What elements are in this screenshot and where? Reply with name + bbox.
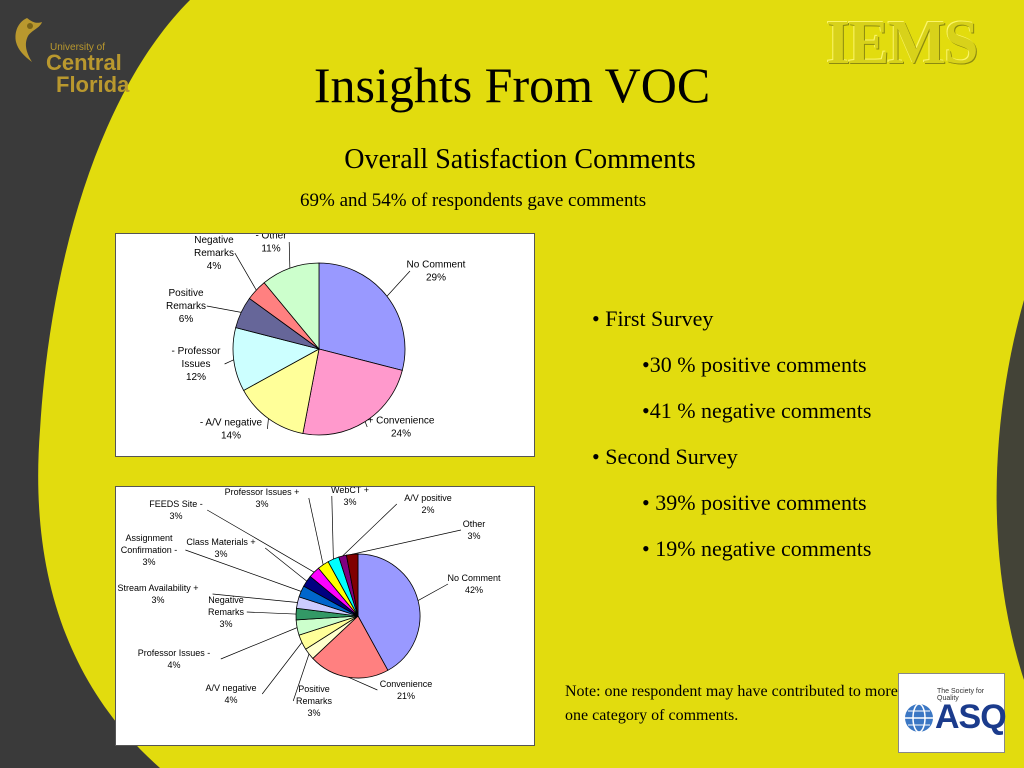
asq-tagline: The Society for Quality [937,688,985,702]
pie-slice-2-1 [357,553,421,671]
slice-label-2-9: Class Materials +3% [186,537,255,559]
leader-line-1-4 [224,359,234,365]
leader-line-2-13 [342,503,398,557]
slice-label-1-3: - A/V negative 14% [200,418,263,442]
logo-line-2: Central [46,50,122,75]
leader-line-2-6 [246,611,297,615]
leader-line-2-7 [212,593,298,603]
second-survey-positive: • 39% positive comments [642,490,867,515]
leader-line-2-10 [207,509,315,573]
leader-line-2-4 [261,642,303,695]
slice-label-2-7: Stream Availability +3% [117,583,198,605]
leader-line-2-9 [264,547,307,582]
slice-label-2-11: Professor Issues +3% [225,487,300,509]
first-survey-heading: • First Survey [592,306,714,331]
pie-slice-1-1 [318,262,406,371]
slice-label-2-14: Other 3% [463,519,486,541]
slice-label-2-2: Convenience 21% [380,679,433,701]
leader-line-2-3 [292,653,310,702]
first-survey-negative: •41 % negative comments [642,398,872,423]
slice-label-2-4: A/V negative 4% [205,683,256,705]
logo-line-1: University of [50,42,106,53]
pie-chart-second-survey-svg: No Comment 42% Convenience 21% Positive Remar… [117,485,501,718]
pie-chart-first-survey-svg: No Comment 29% + Convenience 24% - A/V negat… [166,231,466,442]
page-title: Insights From VOC [313,57,711,113]
slice-label-2-8: Assignment Confirmation -3% [121,533,178,567]
slice-label-1-7: - Other 11% [255,234,287,255]
leader-line-2-14 [352,529,462,555]
leader-line-2-8 [185,549,302,592]
leader-line-1-5 [206,305,242,313]
slice-label-2-1: No Comment 42% [447,573,501,595]
second-survey-heading: • Second Survey [592,444,738,469]
respondents-note: 69% and 54% of respondents gave comments [300,190,647,211]
leader-line-1-7 [288,241,291,269]
logo-line-3: Florida [56,72,130,97]
footnote: Note: one respondent may have contribute… [565,683,930,724]
slice-label-2-6: Negative Remarks 3% [208,595,245,629]
globe-icon [905,703,933,733]
slice-label-1-4: - Professor Issues 12% [172,346,222,383]
iems-logo: IEMS [826,9,978,77]
ucf-logo: University of Central Florida [10,14,140,97]
leader-line-1-3 [267,418,269,430]
asq-name: ASQ [935,698,1007,736]
slice-label-2-13: A/V positive 2% [404,493,452,515]
leader-line-1-6 [234,252,257,291]
leader-line-2-5 [220,627,298,660]
pie-slice-2-14 [345,553,359,617]
slice-label-1-5: Positive Remarks 6% [166,288,206,325]
slice-label-1-2: + Convenience 24% [368,416,435,440]
leader-line-2-1 [417,583,449,601]
pie-slice-2-2 [312,615,389,679]
pie-chart-first-survey: No Comment 29% + Convenience 24% - A/V negat… [115,231,535,457]
leader-line-1-2 [364,421,368,428]
pie-slice-1-4 [232,327,321,391]
slice-label-1-6: Negative Remarks 4% [194,235,234,272]
pie-chart-second-survey: No Comment 42% Convenience 21% Positive Remar… [115,485,535,746]
leader-line-1-1 [386,270,411,297]
page-subtitle: Overall Satisfaction Comments [344,144,696,175]
slice-label-2-12: WebCT +3% [331,487,369,507]
leader-line-2-11 [308,497,324,565]
first-survey-positive: •30 % positive comments [642,352,867,377]
pie-slice-1-7 [263,262,320,351]
survey-bullets: • First Survey •30 % positive comments •… [592,296,871,572]
leader-line-2-2 [348,676,378,691]
slice-label-2-10: FEEDS Site -3% [149,499,203,521]
slice-label-1-1: No Comment 29% [407,260,466,284]
pie-slice-1-2 [302,348,403,436]
second-survey-negative: • 19% negative comments [642,536,872,561]
slice-label-2-3: Positive Remarks 3% [296,684,333,718]
leader-line-2-12 [331,495,334,560]
slice-label-2-5: Professor Issues -4% [138,648,211,670]
pegasus-icon [15,18,43,62]
asq-logo: The Society for Quality ASQ [898,673,1007,753]
